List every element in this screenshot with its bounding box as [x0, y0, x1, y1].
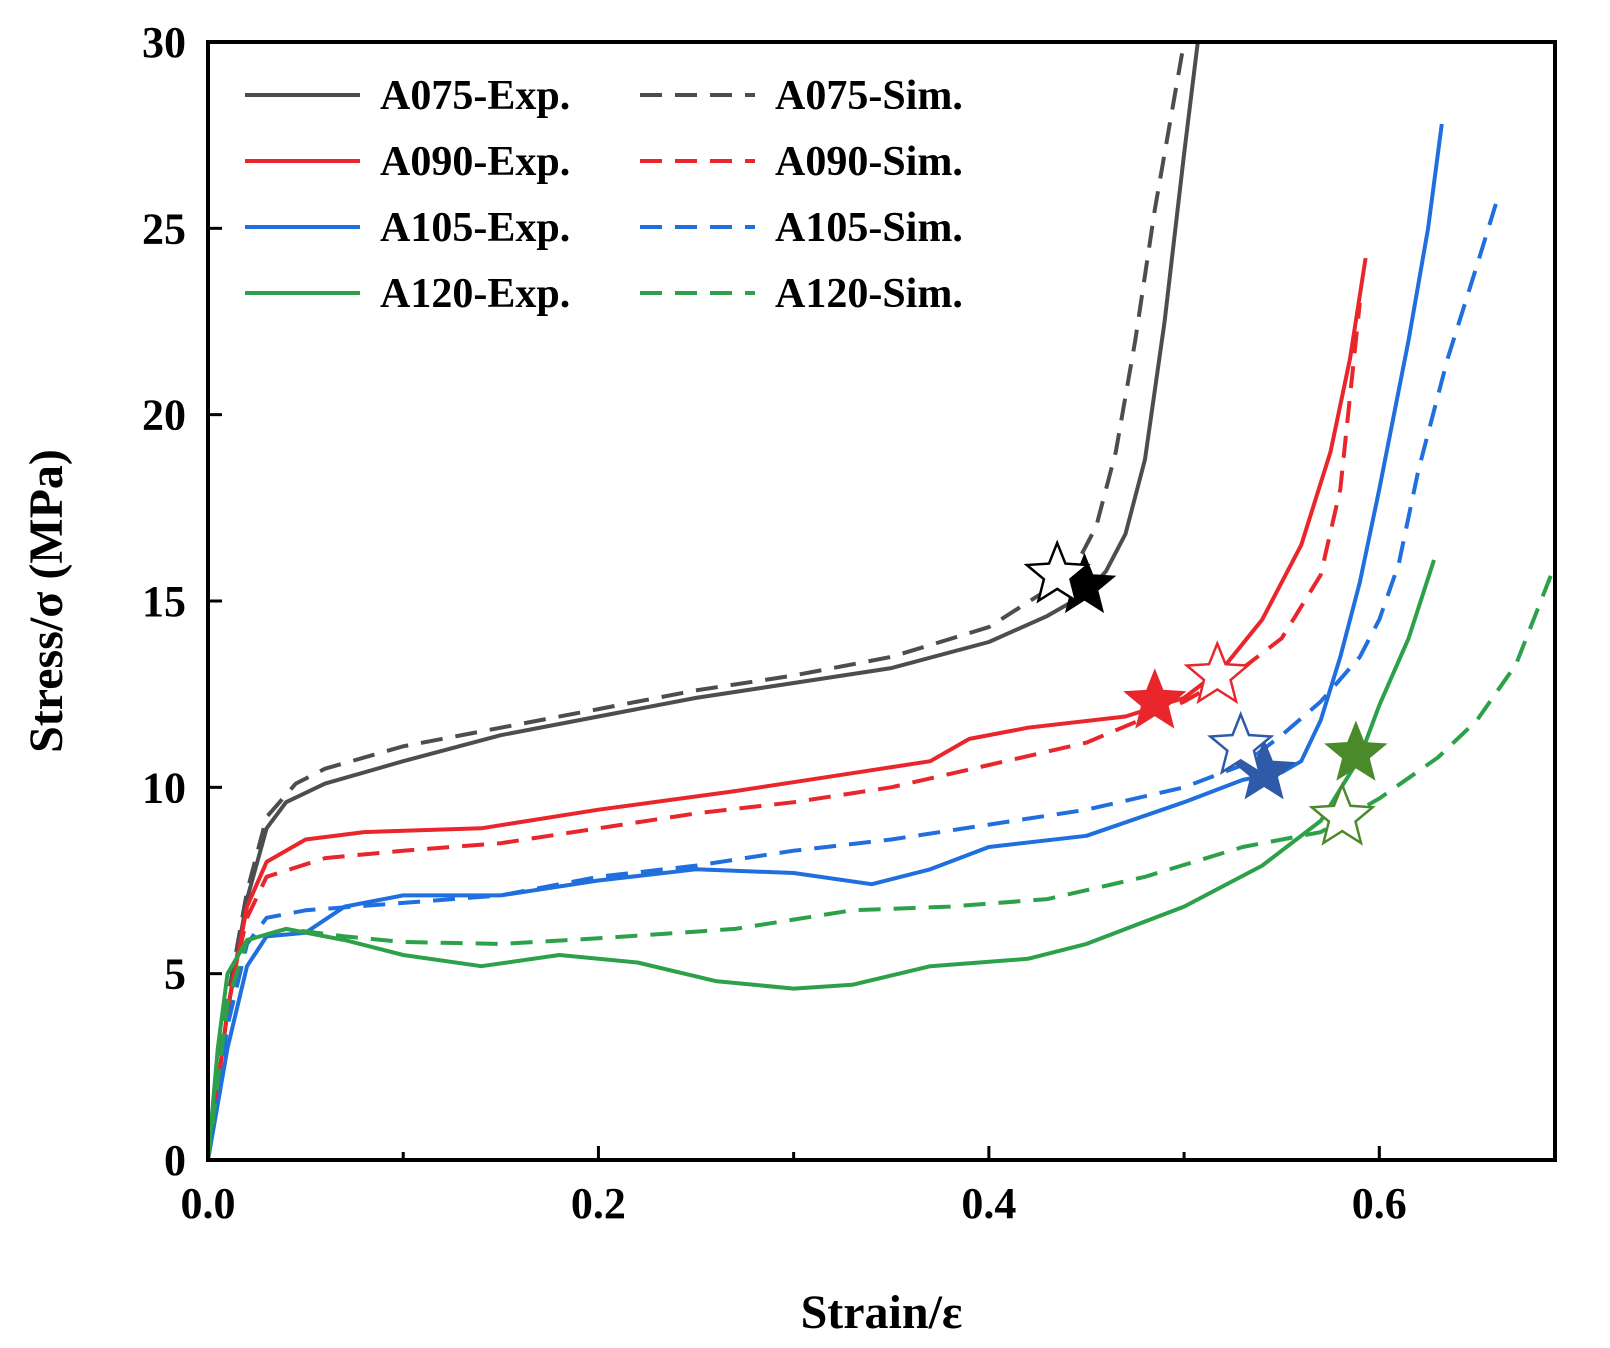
series-line-a075-sim — [208, 42, 1187, 1160]
open-star-marker-a090-sim — [1183, 640, 1251, 705]
series-line-a090-sim — [208, 302, 1362, 1160]
legend-label: A105-Sim. — [775, 205, 963, 251]
series-layer — [208, 42, 1553, 1160]
filled-star-marker-a120-exp — [1324, 720, 1388, 781]
series-line-a120-exp — [208, 559, 1436, 1160]
legend: A075-Exp. A075-Sim. A090-Exp. A090-Sim. A105… — [245, 73, 963, 317]
series-line-a090-exp — [208, 257, 1368, 1160]
x-tick-label: 0.2 — [571, 1179, 626, 1228]
series-line-a075-exp — [208, 42, 1200, 1160]
legend-label: A075-Exp. — [380, 73, 570, 119]
filled-star-marker-a090-exp — [1123, 668, 1187, 729]
open-star-marker-a105-sim — [1207, 710, 1275, 775]
axes: 0 5 10 15 20 25 30 0.0 0.2 0.4 0.6 — [142, 18, 1407, 1228]
x-tick-label: 0.0 — [181, 1179, 236, 1228]
series-line-a105-exp — [208, 123, 1444, 1160]
y-tick-label: 25 — [142, 204, 186, 253]
legend-label: A090-Sim. — [775, 139, 963, 185]
open-star-marker-a120-sim — [1308, 781, 1376, 846]
legend-label: A090-Exp. — [380, 139, 570, 185]
legend-label: A105-Exp. — [380, 205, 570, 251]
y-tick-label: 20 — [142, 391, 186, 440]
y-tick-label: 0 — [164, 1136, 186, 1185]
x-axis-label: Strain/ε — [801, 1286, 963, 1339]
y-tick-label: 5 — [164, 950, 186, 999]
legend-label: A075-Sim. — [775, 73, 963, 119]
y-tick-label: 15 — [142, 577, 186, 626]
filled-star-marker-a105-exp — [1232, 739, 1296, 800]
y-tick-label: 10 — [142, 763, 186, 812]
x-tick-label: 0.6 — [1352, 1179, 1407, 1228]
y-tick-label: 30 — [142, 18, 186, 67]
open-star-marker-a075-sim — [1023, 539, 1091, 604]
y-axis-label: Stress/σ (MPa) — [20, 449, 73, 753]
legend-label: A120-Sim. — [775, 271, 963, 317]
series-line-a105-sim — [208, 201, 1499, 1160]
marker-layer — [1023, 539, 1388, 846]
legend-label: A120-Exp. — [380, 271, 570, 317]
series-line-a120-sim — [208, 574, 1553, 1160]
x-tick-label: 0.4 — [961, 1179, 1016, 1228]
